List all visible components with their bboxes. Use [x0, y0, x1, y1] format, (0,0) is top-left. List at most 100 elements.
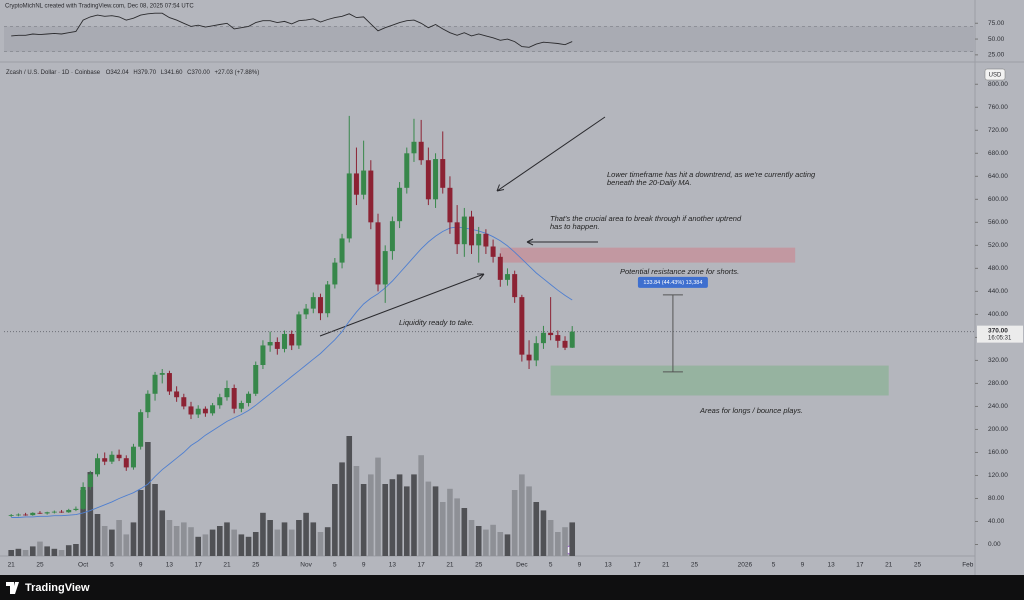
volume-bar — [159, 510, 166, 556]
volume-bar — [224, 522, 230, 556]
y-tick-label: 600.00 — [988, 196, 1008, 203]
candle-body — [138, 412, 144, 447]
candle-body — [123, 458, 129, 468]
candle-body — [540, 332, 546, 344]
candle-body — [418, 141, 424, 161]
volume-bar — [274, 529, 281, 556]
note: That's the crucial area to break through… — [550, 214, 742, 223]
candle-body — [95, 458, 101, 475]
y-tick-label: 480.00 — [988, 265, 1008, 272]
candle-body — [37, 512, 43, 514]
volume-bar — [519, 474, 525, 556]
volume-bar — [37, 541, 43, 556]
x-tick-label: Dec — [516, 562, 528, 569]
volume-bar — [101, 526, 108, 556]
candle-body — [569, 331, 575, 348]
volume-bar — [137, 490, 144, 556]
volume-bar — [353, 466, 360, 556]
candle-body — [109, 454, 115, 462]
candle-body — [382, 251, 388, 285]
volume-bar — [73, 544, 79, 556]
candle-body — [490, 246, 496, 257]
annotations: Lower timeframe has hit a downtrend, as … — [319, 116, 816, 415]
volume-bar — [360, 484, 367, 556]
measure-box — [637, 276, 708, 288]
x-tick-label: 13 — [605, 562, 613, 569]
volume-bar — [332, 484, 338, 556]
note: beneath the 20-Daily MA. — [607, 178, 692, 187]
volume-bar — [173, 526, 180, 556]
volume-bar — [94, 514, 101, 556]
volume-bar — [310, 522, 317, 556]
y-tick-label: 80.00 — [988, 495, 1005, 502]
y-tick-label: 50.00 — [988, 36, 1005, 43]
candle-body — [267, 341, 273, 346]
x-tick-label: 25 — [475, 562, 483, 569]
candle-body — [375, 222, 381, 285]
x-tick-label: 5 — [110, 562, 114, 569]
candle-body — [548, 332, 554, 336]
volume-bar — [483, 529, 489, 556]
note: Lower timeframe has hit a downtrend, as … — [607, 170, 816, 179]
candle-body — [404, 153, 410, 188]
volume-bar — [461, 508, 468, 556]
symbol: Zcash / U.S. Dollar · 1D · Coinbase — [6, 70, 101, 76]
volume-bar — [303, 512, 309, 556]
x-tick-label: 13 — [828, 562, 836, 569]
x-tick-label: 17 — [195, 562, 203, 569]
candle-body — [217, 397, 223, 406]
candle-body — [425, 160, 431, 200]
y-tick-label: 720.00 — [988, 127, 1008, 134]
volume-bar — [252, 532, 259, 556]
volume-bar — [497, 532, 504, 556]
candle-body — [130, 446, 136, 468]
candle-body — [289, 333, 295, 346]
y-tick-label: 440.00 — [988, 288, 1008, 295]
volume-bar — [166, 520, 173, 556]
x-tick-label: 25 — [252, 562, 260, 569]
volume-bar — [403, 486, 410, 556]
candle-body — [8, 515, 14, 516]
candle-body — [246, 393, 252, 403]
volume-bar — [152, 484, 158, 556]
y-tick-label: 320.00 — [988, 357, 1008, 364]
candle-body — [44, 512, 50, 514]
legend-close: C370.00 — [187, 70, 210, 76]
volume-bar — [375, 457, 381, 556]
symbol-legend: Zcash / U.S. Dollar · 1D · Coinbase O342… — [6, 70, 259, 76]
candle-body — [325, 284, 331, 314]
volume-bar — [533, 502, 540, 556]
currency-box[interactable] — [984, 68, 1006, 81]
candle-body — [188, 406, 194, 415]
volume-bar — [411, 474, 417, 556]
arrow — [319, 273, 485, 337]
candle-body — [555, 335, 561, 341]
candle-body — [433, 159, 439, 200]
volume-bar — [51, 548, 58, 556]
y-tick-label: 520.00 — [988, 242, 1008, 249]
footer-bar — [0, 575, 1024, 600]
volume-bar — [281, 522, 288, 556]
volume-bar — [87, 472, 94, 556]
volume-bar — [475, 526, 482, 556]
volume-bar — [209, 529, 216, 556]
x-tick-label: 5 — [333, 562, 337, 569]
candle-body — [533, 343, 539, 361]
volume-bar — [324, 527, 331, 556]
candle-body — [562, 340, 568, 348]
candle-body — [274, 341, 280, 349]
y-tick-label: 760.00 — [988, 104, 1008, 111]
candle-body — [202, 408, 208, 414]
volume-bar — [490, 524, 496, 556]
volume-bar — [368, 474, 374, 556]
candle-body — [87, 474, 93, 487]
volume-bar — [145, 442, 151, 556]
y-tick-label: 560.00 — [988, 219, 1008, 226]
volume-bar — [123, 534, 130, 556]
candle-body — [353, 173, 359, 195]
currency[interactable]: USD — [989, 73, 1002, 79]
last-price-label: 370.00 — [988, 327, 1008, 334]
y-tick-label: 40.00 — [988, 518, 1005, 525]
arrow — [526, 238, 598, 246]
